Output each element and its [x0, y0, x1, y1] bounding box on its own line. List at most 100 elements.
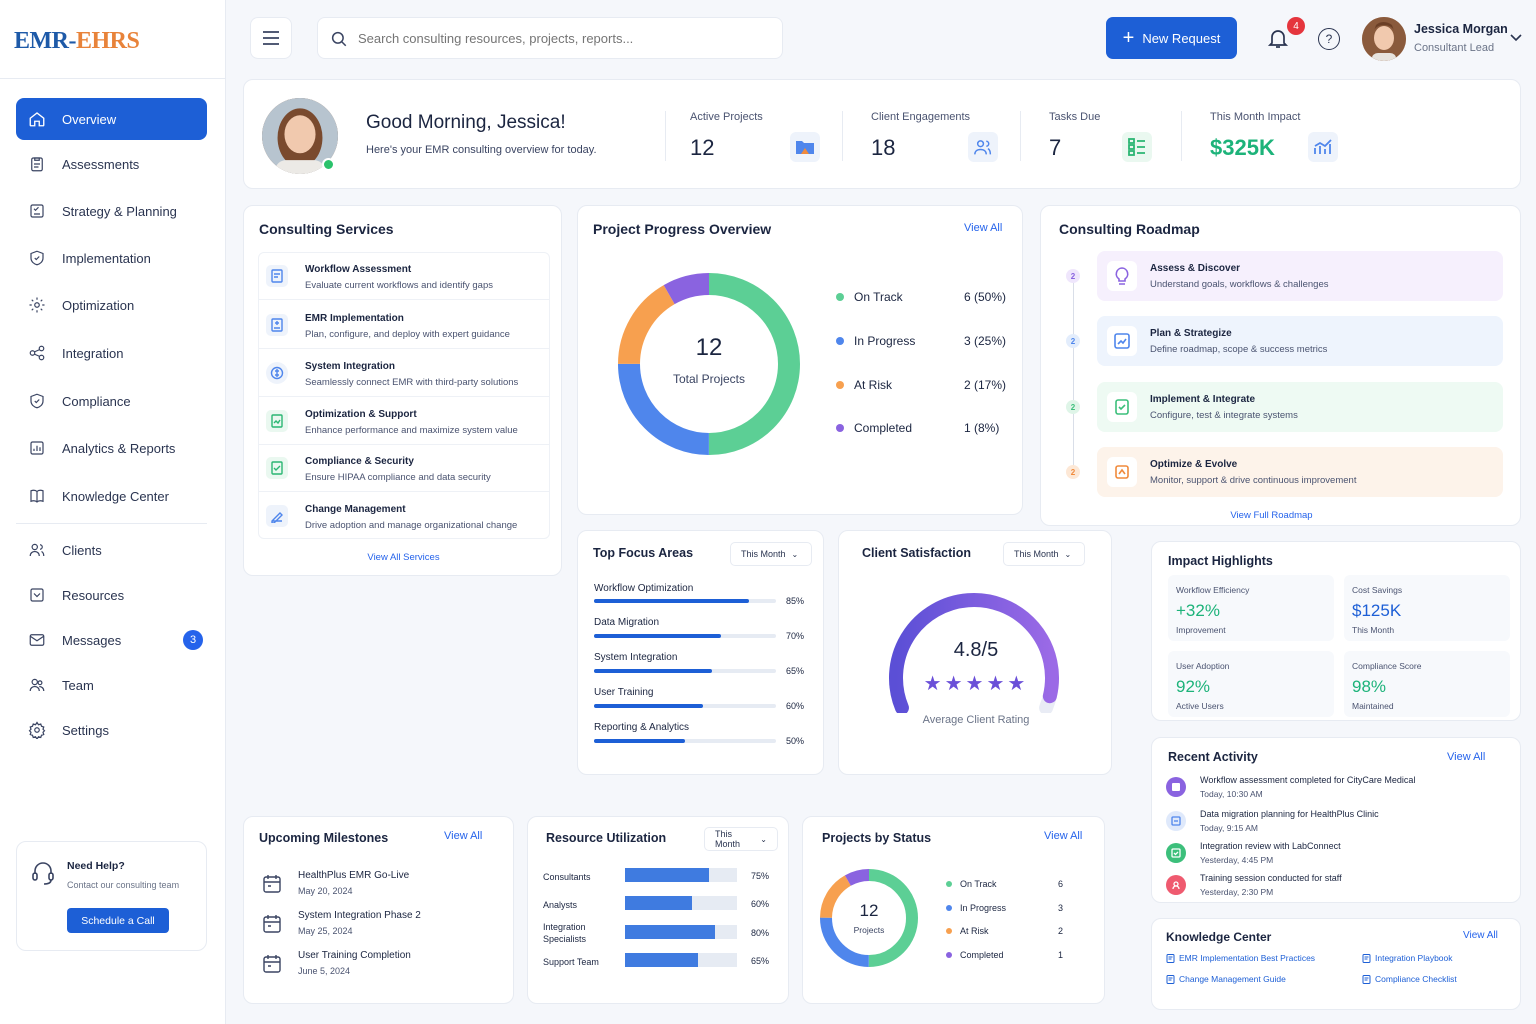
milestone-date: May 20, 2024	[298, 886, 353, 896]
sidebar-item-messages[interactable]: Messages 3	[16, 619, 207, 661]
activity-item[interactable]: Integration review with LabConnect Yeste…	[1166, 841, 1496, 875]
knowledge-link-label: Change Management Guide	[1179, 974, 1286, 984]
milestone-item[interactable]: HealthPlus EMR Go-Live May 20, 2024	[262, 870, 492, 906]
stat-divider	[1181, 111, 1182, 161]
progress-title: Project Progress Overview	[593, 221, 772, 237]
activity-title-text: Data migration planning for HealthPlus C…	[1200, 809, 1379, 819]
calendar-icon	[263, 955, 281, 973]
activity-item[interactable]: Data migration planning for HealthPlus C…	[1166, 809, 1496, 843]
roadmap-step-desc: Configure, test & integrate systems	[1150, 410, 1298, 421]
menu-toggle-button[interactable]	[250, 17, 292, 59]
sidebar-item-team[interactable]: Team	[16, 664, 207, 706]
roadmap-step-desc: Monitor, support & drive continuous impr…	[1150, 475, 1357, 486]
milestone-item[interactable]: User Training Completion June 5, 2024	[262, 950, 492, 986]
sidebar-item-integration[interactable]: Integration	[16, 332, 207, 374]
sidebar-item-knowledge[interactable]: Knowledge Center	[16, 475, 207, 517]
legend-in-progress: In Progress	[836, 334, 915, 348]
activity-item[interactable]: Training session conducted for staff Yes…	[1166, 873, 1496, 907]
roadmap-step[interactable]: Implement & Integrate Configure, test & …	[1097, 382, 1503, 432]
sidebar-item-overview[interactable]: Overview	[16, 98, 207, 140]
roadmap-step[interactable]: Assess & Discover Understand goals, work…	[1097, 251, 1503, 301]
stat-divider	[842, 111, 843, 161]
service-item[interactable]: EMR Implementation Plan, configure, and …	[258, 301, 550, 349]
activity-view-all-link[interactable]: View All	[1447, 751, 1486, 763]
search-input[interactable]	[358, 28, 768, 48]
settings-icon	[28, 721, 46, 739]
share-nodes-icon	[29, 345, 45, 361]
sidebar-item-analytics[interactable]: Analytics & Reports	[16, 427, 207, 469]
status-view-all-link[interactable]: View All	[1044, 830, 1083, 842]
optimization-icon	[266, 410, 288, 432]
resource-bar-fill	[625, 868, 709, 882]
progress-view-all-link[interactable]: View All	[964, 222, 1003, 234]
donut-center-label: Total Projects	[672, 372, 746, 386]
stat-label: Active Projects	[690, 111, 763, 123]
roadmap-step-title: Assess & Discover	[1150, 263, 1241, 274]
sidebar-item-label: Overview	[62, 111, 117, 127]
service-item[interactable]: System Integration Seamlessly connect EM…	[258, 349, 550, 397]
sidebar-item-label: Clients	[62, 542, 102, 558]
sidebar-item-strategy[interactable]: Strategy & Planning	[16, 190, 207, 232]
stat-value: $325K	[1210, 135, 1275, 160]
service-desc: Evaluate current workflows and identify …	[305, 280, 493, 291]
activity-item[interactable]: Workflow assessment completed for CityCa…	[1166, 775, 1496, 809]
legend-value: 1 (8%)	[964, 421, 1000, 435]
roadmap-step[interactable]: Optimize & Evolve Monitor, support & dri…	[1097, 447, 1503, 497]
brand-logo[interactable]: EMR-EHRS	[14, 28, 140, 54]
status-donut-segment	[820, 869, 918, 967]
milestone-title: HealthPlus EMR Go-Live	[298, 870, 410, 881]
sidebar-item-assessments[interactable]: Assessments	[16, 143, 207, 185]
chevron-down-icon: ⌄	[1064, 549, 1072, 559]
schedule-call-button[interactable]: Schedule a Call	[67, 908, 169, 933]
resource-bar-track	[625, 953, 737, 967]
sidebar-item-label: Integration	[62, 345, 124, 361]
focus-label: Data Migration	[594, 617, 660, 628]
user-avatar[interactable]	[1362, 17, 1406, 61]
knowledge-link[interactable]: Compliance Checklist	[1362, 974, 1457, 984]
impact-tile: Workflow Efficiency +32% Improvement	[1168, 575, 1334, 641]
legend-label: On Track	[854, 290, 903, 304]
sidebar-item-settings[interactable]: Settings	[16, 709, 207, 751]
focus-period-select[interactable]: This Month ⌄	[730, 542, 812, 566]
knowledge-link-label: EMR Implementation Best Practices	[1179, 953, 1316, 963]
knowledge-link[interactable]: EMR Implementation Best Practices	[1166, 953, 1315, 963]
resource-value: 75%	[751, 871, 770, 881]
sidebar-item-clients[interactable]: Clients	[16, 529, 207, 571]
sidebar-item-resources[interactable]: Resources	[16, 574, 207, 616]
status-legend-item: On Track	[946, 879, 997, 889]
service-item[interactable]: Change Management Drive adoption and man…	[258, 492, 550, 540]
strategy-icon	[30, 204, 44, 218]
period-label: This Month	[715, 829, 741, 849]
service-item[interactable]: Optimization & Support Enhance performan…	[258, 397, 550, 445]
greeting: Good Morning, Jessica!	[366, 112, 566, 133]
milestone-item[interactable]: System Integration Phase 2 May 25, 2024	[262, 910, 492, 946]
sidebar: EMR-EHRS Overview Assessments Strategy &…	[0, 0, 226, 1024]
legend-dot	[836, 381, 844, 389]
notifications-button[interactable]: 4	[1266, 17, 1305, 52]
knowledge-view-all-link[interactable]: View All	[1463, 930, 1498, 941]
knowledge-link[interactable]: Integration Playbook	[1362, 953, 1453, 963]
knowledge-link[interactable]: Change Management Guide	[1166, 974, 1286, 984]
view-full-roadmap-link[interactable]: View Full Roadmap	[1230, 510, 1313, 521]
help-icon[interactable]: ?	[1318, 28, 1340, 50]
sidebar-item-compliance[interactable]: Compliance	[16, 380, 207, 422]
online-status-dot	[322, 158, 335, 171]
milestone-date: May 25, 2024	[298, 926, 353, 936]
roadmap-step[interactable]: Plan & Strategize Define roadmap, scope …	[1097, 316, 1503, 366]
new-request-button[interactable]: + New Request	[1106, 17, 1237, 59]
chevron-down-icon[interactable]	[1510, 34, 1522, 42]
service-item[interactable]: Compliance & Security Ensure HIPAA compl…	[258, 444, 550, 492]
users-icon	[29, 543, 45, 557]
view-all-services-link[interactable]: View All Services	[367, 552, 440, 563]
sidebar-item-implementation[interactable]: Implementation	[16, 237, 207, 279]
services-card: Consulting Services Workflow Assessment …	[243, 205, 562, 576]
focus-card: Top Focus Areas This Month ⌄ Workflow Opt…	[577, 530, 824, 775]
resources-period-select[interactable]: This Month ⌄	[704, 827, 778, 851]
home-icon	[29, 112, 45, 127]
satisfaction-period-select[interactable]: This Month ⌄	[1003, 542, 1085, 566]
sidebar-item-label: Analytics & Reports	[62, 440, 176, 456]
sidebar-item-optimization[interactable]: Optimization	[16, 284, 207, 326]
status-card: Projects by Status View All 12 Projects …	[802, 816, 1105, 1004]
milestones-view-all-link[interactable]: View All	[444, 830, 483, 842]
service-item[interactable]: Workflow Assessment Evaluate current wor…	[258, 252, 550, 300]
